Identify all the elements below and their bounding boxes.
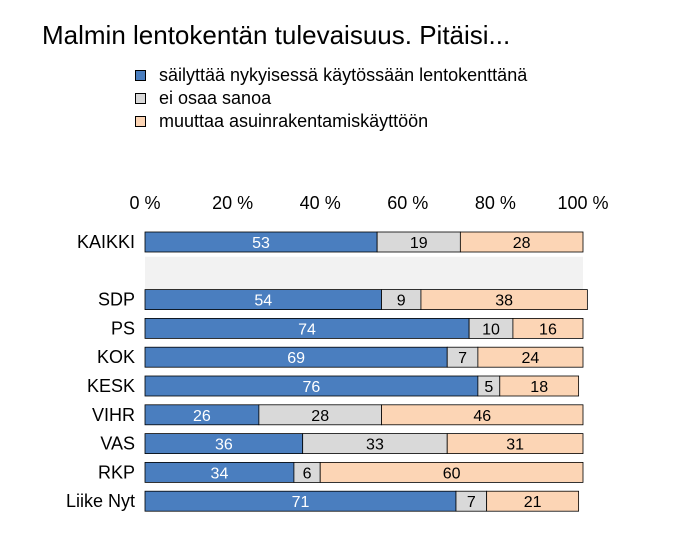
- legend-label-muuttaa: muuttaa asuinrakentamiskäyttöön: [159, 111, 429, 131]
- data-label: 74: [298, 321, 316, 338]
- category-label: RKP: [98, 462, 135, 482]
- bar-segment: [446, 433, 584, 455]
- legend-label-sailyttaa: säilyttää nykyisessä käytössään lentoken…: [159, 65, 528, 85]
- data-label: 38: [495, 293, 513, 310]
- data-label: 60: [443, 465, 461, 482]
- category-label: VIHR: [92, 405, 135, 425]
- legend-item-sailyttaa: säilyttää nykyisessä käytössään lentoken…: [135, 64, 527, 87]
- x-tick-label: 0 %: [129, 193, 160, 213]
- data-label: 18: [530, 379, 548, 396]
- bar-segment: [459, 231, 584, 253]
- data-label: 54: [254, 293, 272, 310]
- chart-title: Malmin lentokentän tulevaisuus. Pitäisi.…: [42, 20, 511, 50]
- data-label: 26: [193, 408, 211, 425]
- data-label: 16: [539, 321, 557, 338]
- legend-label-ei-osaa: ei osaa sanoa: [159, 88, 272, 108]
- data-label: 71: [292, 494, 310, 511]
- category-label: SDP: [98, 290, 135, 310]
- data-label: 21: [524, 494, 542, 511]
- category-label: KESK: [87, 376, 135, 396]
- data-label: 28: [513, 235, 531, 252]
- data-label: 36: [215, 437, 233, 454]
- data-label: 19: [410, 235, 428, 252]
- x-tick-label: 20 %: [212, 193, 253, 213]
- bar-segment: [486, 490, 580, 512]
- legend-item-ei-osaa: ei osaa sanoa: [135, 87, 527, 110]
- legend-swatch-ei-osaa: [135, 93, 146, 104]
- x-tick-label: 80 %: [475, 193, 516, 213]
- data-label: 46: [473, 408, 491, 425]
- bar-segment: [512, 317, 584, 339]
- separator-band: [145, 256, 583, 290]
- category-label: PS: [111, 318, 135, 338]
- bar-segment: [477, 346, 584, 368]
- data-label: 9: [397, 293, 406, 310]
- data-label: 6: [303, 465, 312, 482]
- category-label: Liike Nyt: [66, 491, 135, 511]
- data-label: 53: [252, 235, 270, 252]
- x-tick-label: 100 %: [557, 193, 608, 213]
- x-tick-label: 40 %: [300, 193, 341, 213]
- data-label: 76: [303, 379, 321, 396]
- bar-segment: [381, 404, 584, 426]
- data-label: 69: [287, 350, 305, 367]
- data-label: 31: [506, 437, 524, 454]
- category-label: VAS: [100, 434, 135, 454]
- data-label: 28: [311, 408, 329, 425]
- category-label: KAIKKI: [77, 232, 135, 252]
- x-tick-label: 60 %: [387, 193, 428, 213]
- data-label: 24: [522, 350, 540, 367]
- data-label: 7: [467, 494, 476, 511]
- legend: säilyttää nykyisessä käytössään lentoken…: [135, 64, 527, 133]
- bar-segment: [319, 461, 584, 483]
- data-label: 10: [482, 321, 500, 338]
- legend-item-muuttaa: muuttaa asuinrakentamiskäyttöön: [135, 110, 527, 133]
- data-label: 7: [458, 350, 467, 367]
- data-label: 5: [484, 379, 493, 396]
- legend-swatch-muuttaa: [135, 116, 146, 127]
- bar-segment: [420, 289, 588, 311]
- legend-swatch-sailyttaa: [135, 70, 146, 81]
- category-label: KOK: [97, 347, 135, 367]
- data-label: 34: [211, 465, 229, 482]
- bar-segment: [499, 375, 580, 397]
- data-label: 33: [366, 437, 384, 454]
